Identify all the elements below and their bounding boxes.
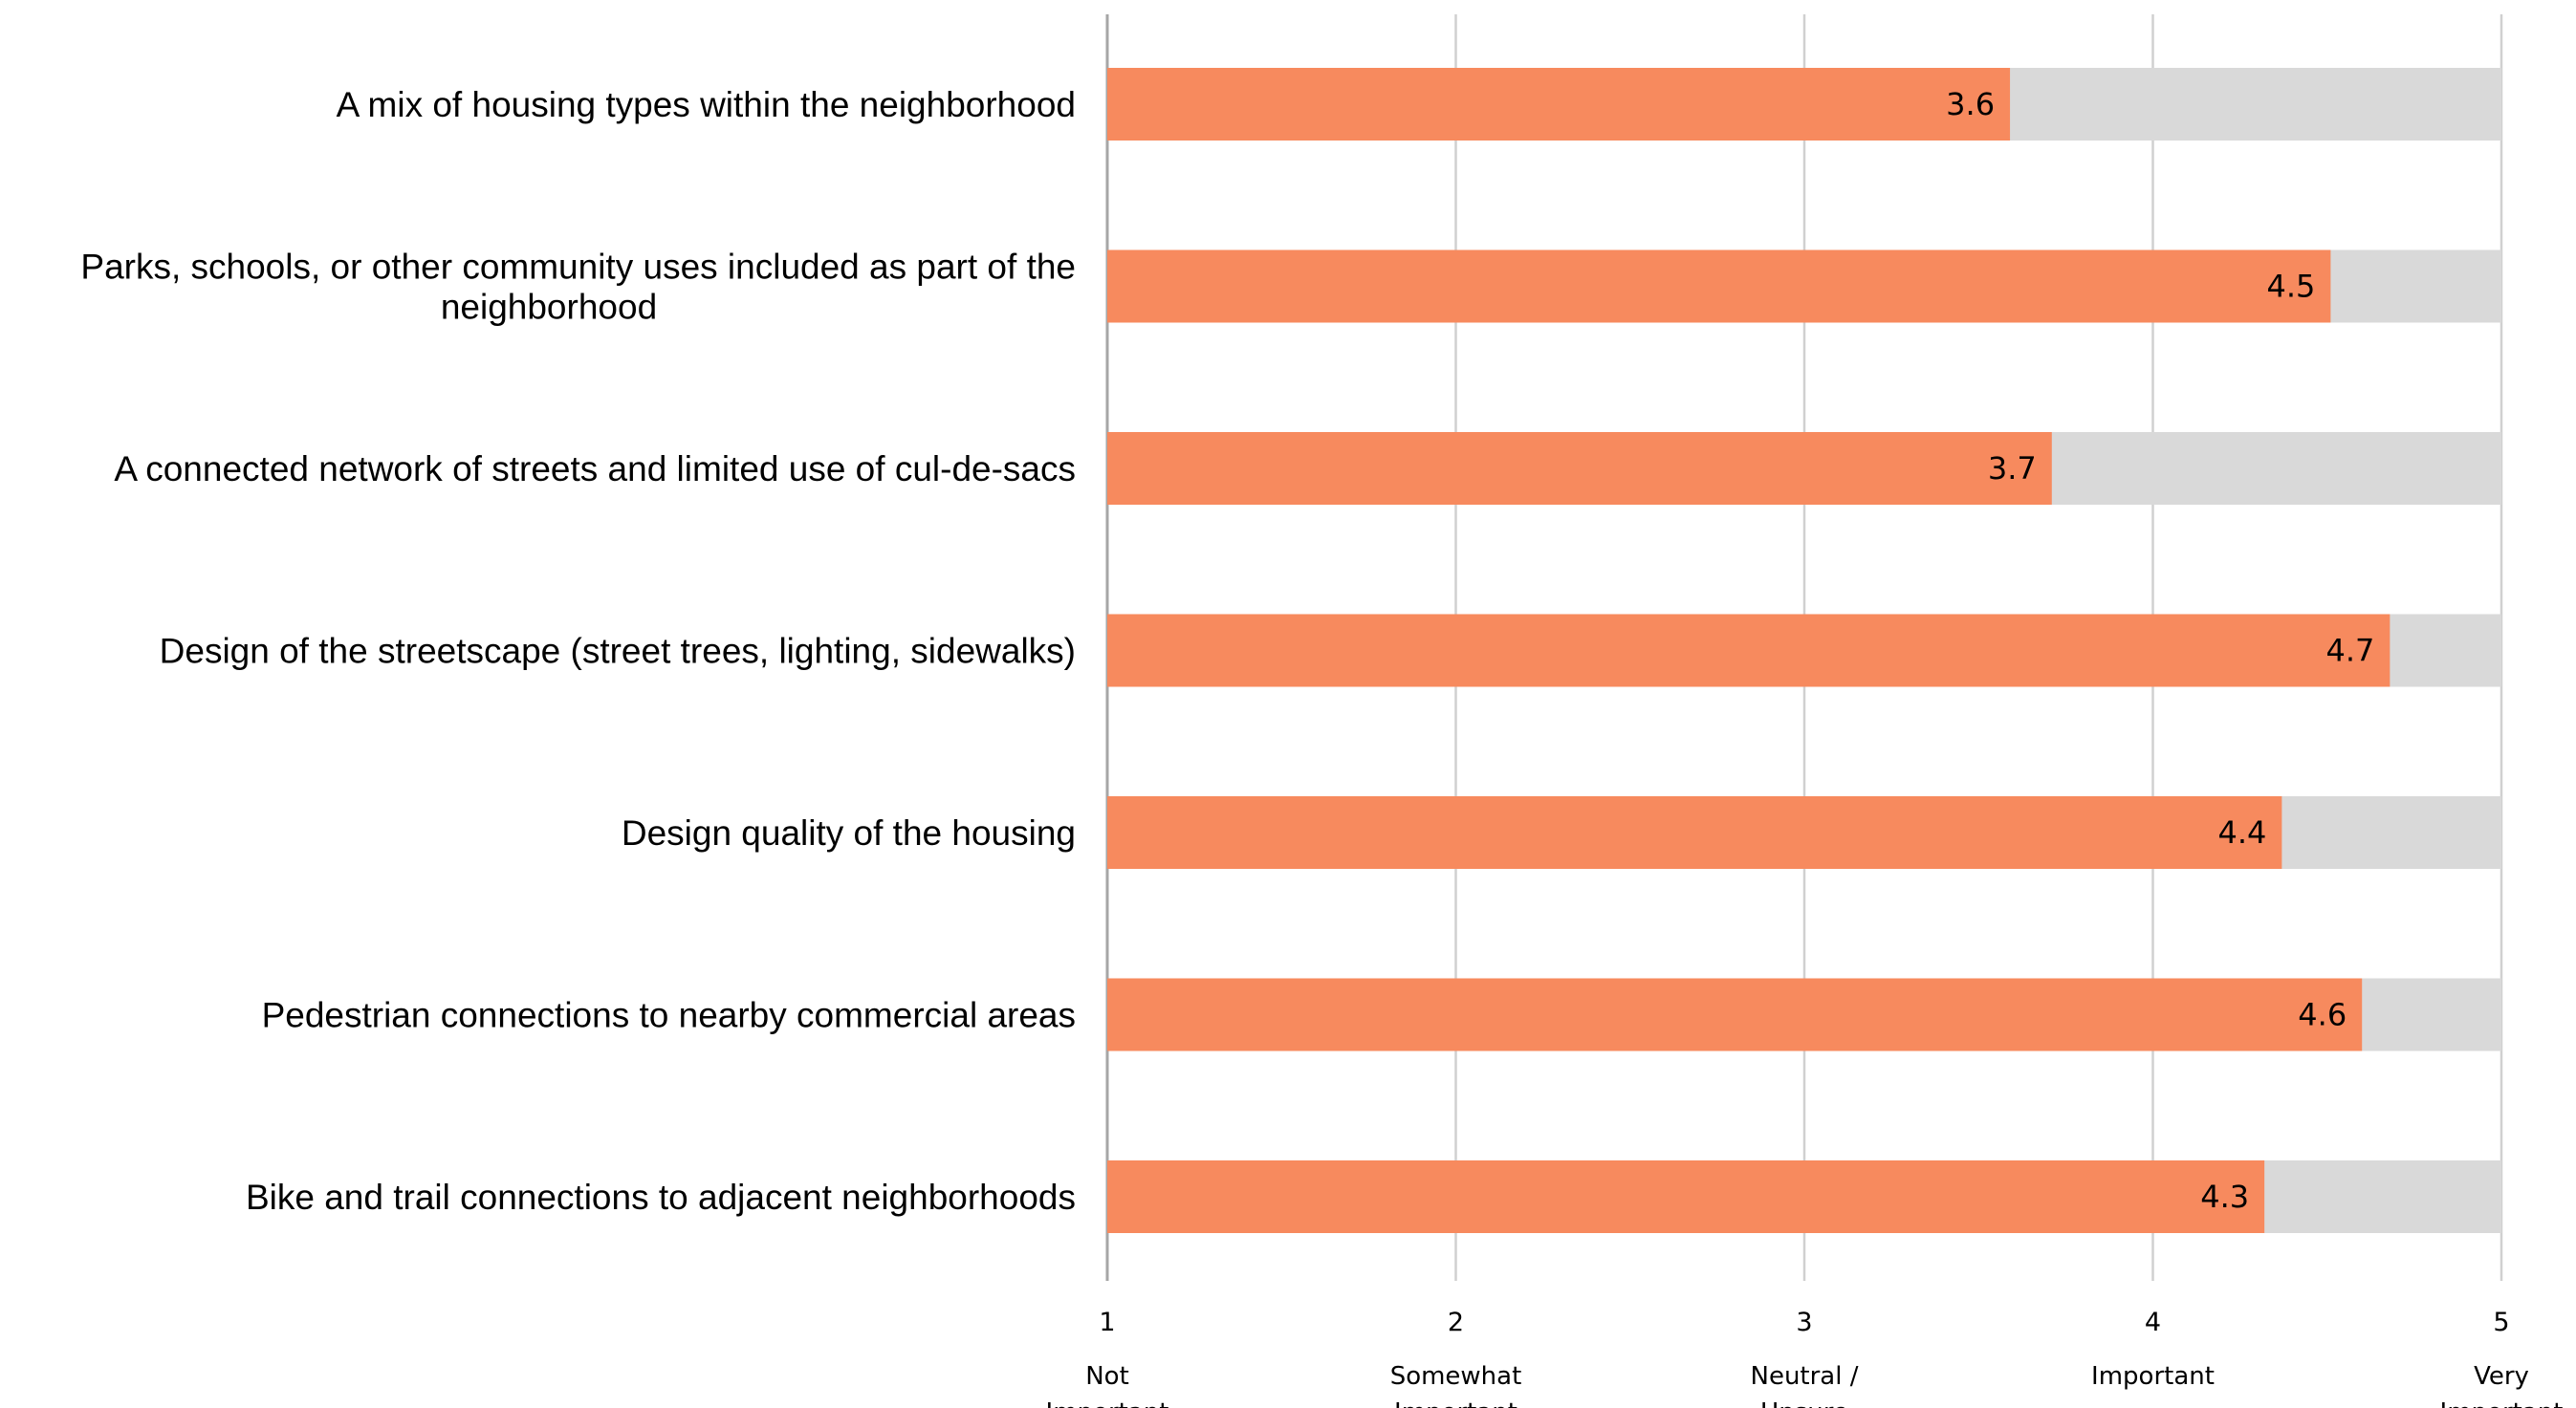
bar <box>1107 796 2282 869</box>
data-label: 4.6 <box>2298 997 2347 1033</box>
data-label: 4.7 <box>2325 633 2374 669</box>
category-label: Parks, schools, or other community uses … <box>80 248 1076 327</box>
bars: 3.6 4.5 3.7 4.7 4.4 4.6 4.3 <box>1107 68 2501 1233</box>
category-labels: A mix of housing types within the neighb… <box>80 85 1076 1217</box>
tick-description: Important <box>2091 1362 2215 1391</box>
category-label-line: neighborhood <box>441 288 657 327</box>
data-label: 3.7 <box>1988 450 2037 487</box>
tick-description-line: Neutral / <box>1751 1362 1859 1391</box>
category-label-line: Parks, schools, or other community uses … <box>80 248 1076 287</box>
tick-label: 5 <box>2493 1308 2509 1337</box>
data-label: 4.4 <box>2217 814 2266 851</box>
bar <box>1107 249 2331 323</box>
tick-description-line: Important <box>2091 1362 2215 1391</box>
bar <box>1107 614 2390 687</box>
tick-label: 4 <box>2145 1308 2161 1337</box>
category-label: Bike and trail connections to adjacent n… <box>246 1178 1076 1217</box>
category-label: Design quality of the housing <box>622 813 1076 853</box>
category-label: Pedestrian connections to nearby commerc… <box>262 996 1076 1035</box>
tick-description: Somewhat Important <box>1390 1362 1522 1408</box>
category-label: A mix of housing types within the neighb… <box>337 85 1076 124</box>
tick-description-line: Very <box>2474 1362 2529 1391</box>
bar <box>1107 68 2011 141</box>
tick-description-line: Not <box>1085 1362 1129 1391</box>
data-label: 3.6 <box>1946 86 1995 122</box>
x-axis: 1 Not Important 2 Somewhat Important 3 Neutral … <box>1046 1308 2564 1408</box>
tick-description-line: Somewhat <box>1390 1362 1522 1391</box>
data-label: 4.3 <box>2200 1179 2249 1215</box>
tick-label: 2 <box>1448 1308 1464 1337</box>
tick-description-line: Unsure <box>1760 1398 1848 1408</box>
tick-description: Very Important <box>2440 1362 2564 1408</box>
tick-description-line: Important <box>2440 1398 2564 1408</box>
bar <box>1107 978 2363 1051</box>
category-label: Design of the streetscape (street trees,… <box>160 632 1076 671</box>
tick-label: 3 <box>1796 1308 1812 1337</box>
bar <box>1107 1160 2265 1233</box>
tick-description-line: Important <box>1394 1398 1517 1408</box>
tick-description-line: Important <box>1046 1398 1169 1408</box>
category-label: A connected network of streets and limit… <box>114 449 1076 488</box>
tick-description: Neutral / Unsure <box>1751 1362 1859 1408</box>
tick-description: Not Important <box>1046 1362 1169 1408</box>
data-label: 4.5 <box>2267 269 2316 305</box>
bar <box>1107 432 2052 505</box>
tick-label: 1 <box>1099 1308 1115 1337</box>
